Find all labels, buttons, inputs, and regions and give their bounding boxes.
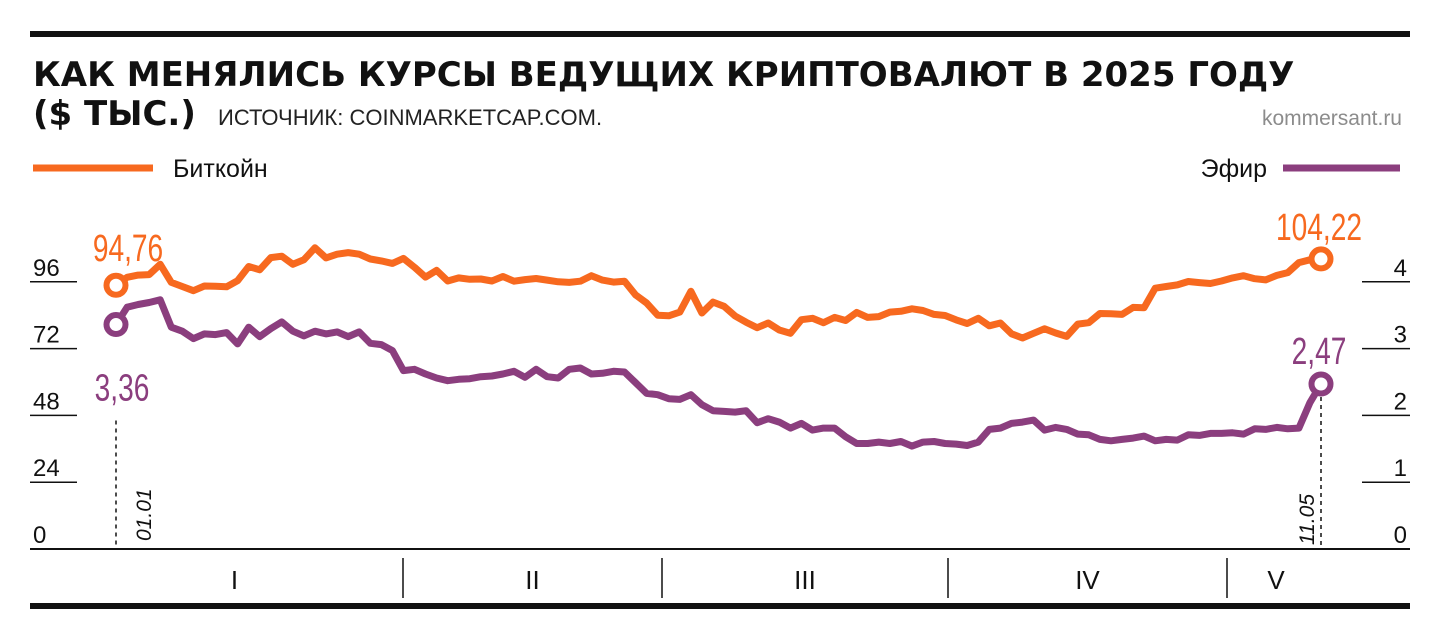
ether-end-value: 2,47: [1292, 331, 1347, 373]
period-label: IV: [1075, 565, 1100, 595]
right-tick-label: 2: [1394, 388, 1407, 415]
left-tick-label: 24: [33, 455, 60, 482]
right-tick-label: 0: [1394, 522, 1407, 549]
value-callouts: 94,76 104,22 3,36 2,47: [93, 207, 1362, 410]
left-tick-label: 0: [33, 522, 46, 549]
left-tick-label: 96: [33, 255, 60, 282]
y-axis-ticks: 0 24 48 72 96 0 1 2 3 4: [33, 255, 1407, 549]
bitcoin-end-value: 104,22: [1276, 207, 1362, 249]
start-date-label: 01.01: [133, 488, 156, 541]
endpoint-marker: [103, 312, 129, 338]
series-lines: [112, 244, 1325, 450]
end-date-label: 11.05: [1296, 494, 1319, 545]
right-tick-label: 3: [1394, 322, 1407, 349]
right-tick-label: 4: [1394, 255, 1407, 282]
endpoint-marker: [1308, 371, 1334, 397]
chart-title-unit: ($ ТЫС.): [33, 94, 196, 134]
top-rule: [30, 31, 1410, 37]
left-tick-label: 48: [33, 388, 60, 415]
period-label: I: [231, 565, 238, 595]
series-line: [112, 244, 1325, 342]
series-endpoints: [103, 246, 1334, 397]
series-line: [112, 296, 1325, 450]
right-tick-label: 1: [1394, 455, 1407, 482]
ether-start-value: 3,36: [95, 368, 150, 410]
bitcoin-start-value: 94,76: [93, 228, 163, 270]
brand-label: kommersant.ru: [1262, 107, 1402, 130]
endpoint-marker: [1308, 246, 1334, 272]
bottom-rule: [30, 603, 1410, 609]
legend-label-ether: Эфир: [1201, 155, 1267, 183]
left-tick-label: 72: [33, 322, 60, 349]
source-note: ИСТОЧНИК: COINMARKETCAP.COM.: [218, 105, 602, 130]
endpoint-marker: [103, 272, 129, 298]
chart-title: КАК МЕНЯЛИСЬ КУРСЫ ВЕДУЩИХ КРИПТОВАЛЮТ В…: [33, 55, 1294, 95]
y-gridlines: [30, 281, 1410, 483]
legend-label-bitcoin: Биткойн: [173, 155, 268, 183]
period-label: III: [794, 565, 816, 595]
period-label: II: [525, 565, 539, 595]
date-markers: 01.01 11.05: [115, 397, 1322, 549]
period-label: V: [1267, 565, 1285, 595]
x-axis-periods: I II III IV V: [231, 558, 1285, 598]
